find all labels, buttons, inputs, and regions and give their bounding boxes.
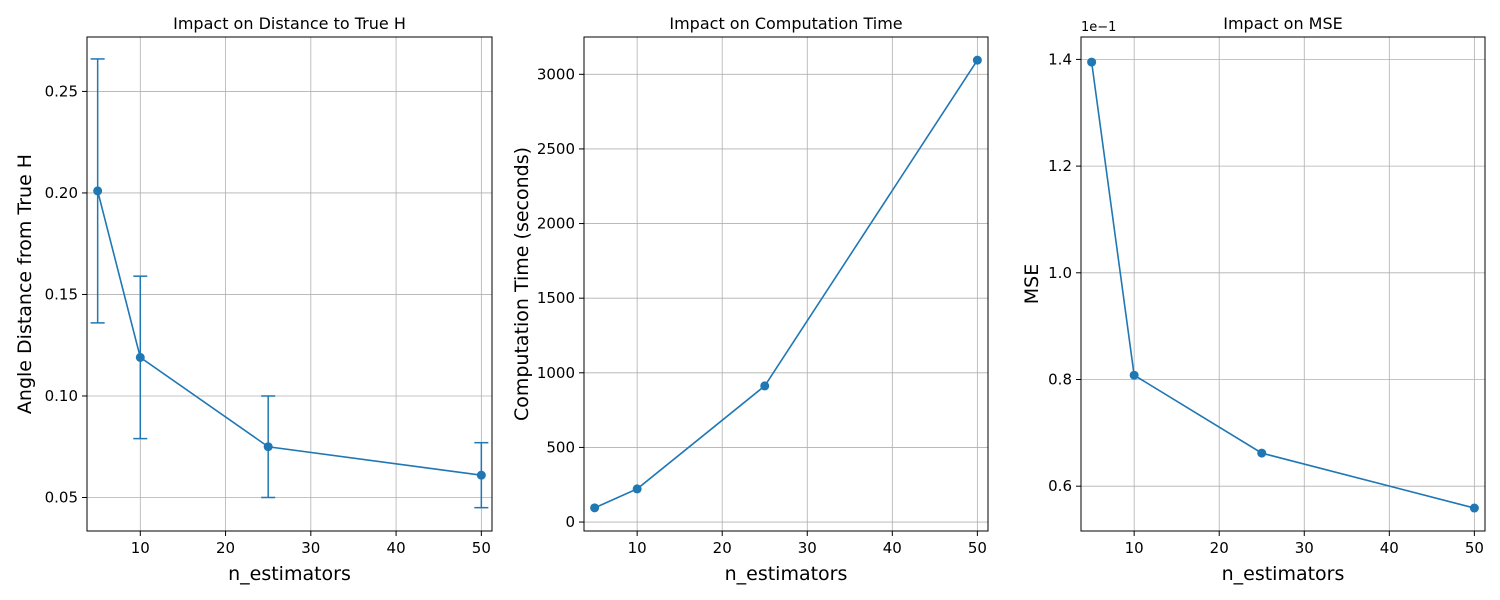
x-tick-label: 10 (1125, 539, 1144, 557)
y-tick-label: 0.05 (45, 488, 78, 506)
x-tick-label: 50 (968, 539, 987, 557)
data-point (1469, 503, 1479, 513)
data-point (263, 442, 273, 452)
y-tick-label: 0.8 (1048, 370, 1072, 388)
data-point (135, 352, 145, 362)
x-axis-label: n_estimators (1222, 563, 1345, 585)
subplot-title: Impact on MSE (1223, 14, 1343, 33)
y-tick-label: 500 (546, 438, 575, 456)
y-tick-label: 3000 (537, 65, 575, 83)
series-line (96, 190, 482, 476)
y-tick-label: 1500 (537, 289, 575, 307)
axes-frame (86, 36, 493, 532)
y-tick-label: 1000 (537, 364, 575, 382)
error-bars (90, 58, 489, 509)
x-tick-label: 40 (1380, 539, 1399, 557)
grid (87, 37, 492, 531)
subplot-2: 10 20 30 40 50050010001500200025003000Impact… (511, 14, 989, 585)
axes-frame (1080, 36, 1486, 532)
data-point (476, 470, 486, 480)
y-tick-label: 0.20 (45, 184, 78, 202)
x-tick-label: 20 (1210, 539, 1229, 557)
y-offset-text: 1e−1 (1081, 20, 1116, 35)
x-axis-label: n_estimators (228, 563, 351, 585)
subplot-title: Impact on Distance to True H (173, 14, 406, 33)
x-tick-label: 40 (883, 539, 902, 557)
y-axis-label: Angle Distance from True H (14, 154, 36, 414)
data-point (93, 186, 103, 196)
x-tick-label: 30 (1295, 539, 1314, 557)
series-line (1090, 61, 1475, 509)
subplot-title: Impact on Computation Time (669, 14, 902, 33)
data-point (1087, 57, 1097, 67)
y-tick-label: 2000 (537, 215, 575, 233)
data-point (632, 484, 642, 494)
y-tick-label: 1.2 (1048, 157, 1072, 175)
series-line (594, 59, 979, 509)
y-tick-label: 0.15 (45, 285, 78, 303)
x-tick-label: 50 (1465, 539, 1484, 557)
data-point (760, 381, 770, 391)
data-point (1257, 448, 1267, 458)
y-tick-label: 0 (565, 513, 575, 531)
y-tick-label: 0.10 (45, 387, 78, 405)
y-tick-label: 1.0 (1048, 264, 1072, 282)
data-point (1129, 370, 1139, 380)
x-tick-label: 50 (472, 539, 491, 557)
axes-frame (583, 36, 989, 532)
y-tick-label: 1.4 (1048, 50, 1072, 68)
grid (1081, 37, 1485, 531)
x-tick-label: 40 (387, 539, 406, 557)
y-tick-label: 0.6 (1048, 477, 1072, 495)
x-tick-label: 10 (131, 539, 150, 557)
x-tick-label: 20 (713, 539, 732, 557)
data-point (972, 55, 982, 65)
grid (584, 37, 988, 531)
y-tick-label: 0.25 (45, 82, 78, 100)
x-axis-label: n_estimators (725, 563, 848, 585)
subplot-3: 10 20 30 40 50 0.6 0.8 1.0 1.2 1.4 Impact on MSE n_… (1021, 14, 1486, 585)
y-axis-label: MSE (1021, 264, 1043, 304)
y-axis-label: Computation Time (seconds) (511, 147, 533, 421)
subplot-1: 10 20 30 40 50 0.05 0.10 0.15 0.20 0.25 Impact on … (14, 14, 493, 585)
x-tick-label: 30 (798, 539, 817, 557)
x-tick-label: 20 (216, 539, 235, 557)
y-tick-label: 2500 (537, 140, 575, 158)
x-tick-label: 30 (301, 539, 320, 557)
x-tick-label: 10 (628, 539, 647, 557)
data-point (590, 503, 600, 513)
